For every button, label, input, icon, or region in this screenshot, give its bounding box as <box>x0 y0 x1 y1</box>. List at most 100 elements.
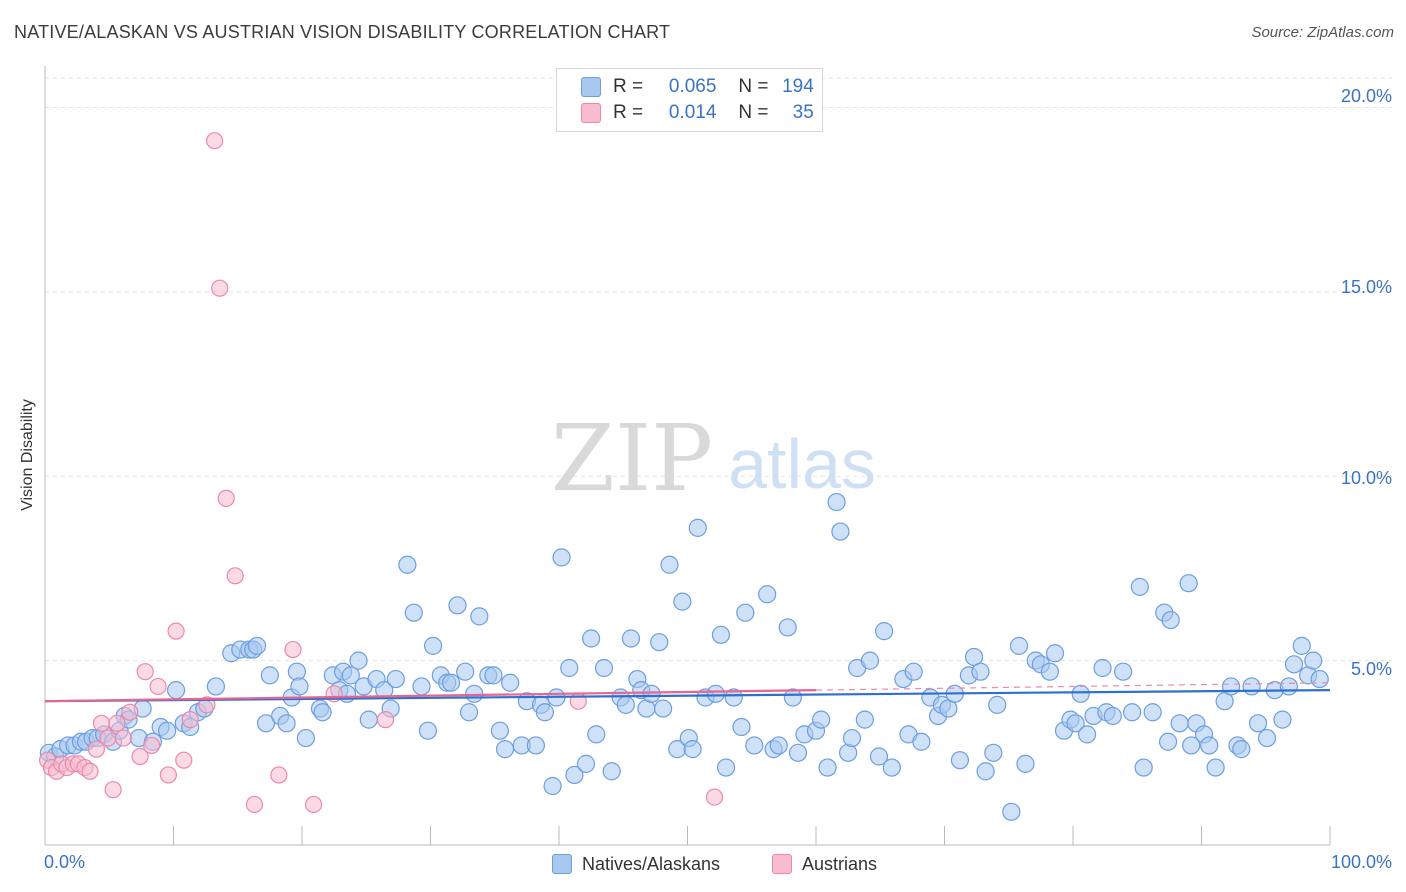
y-tick-label-15: 15.0% <box>1340 277 1392 297</box>
legend-row-austrians: R = 0.014 N = 35 <box>581 101 814 125</box>
point-natives <box>1009 636 1029 655</box>
point-natives <box>716 758 736 777</box>
point-austrians <box>226 567 244 585</box>
point-austrians <box>376 711 395 729</box>
data-points <box>38 132 1329 821</box>
point-natives <box>1002 802 1021 821</box>
point-natives <box>1200 736 1219 755</box>
point-natives <box>526 736 545 755</box>
bottom-legend-austrians: Austrians <box>772 852 877 876</box>
point-natives <box>206 677 226 696</box>
point-austrians <box>284 640 302 659</box>
point-natives <box>950 751 970 770</box>
point-natives <box>683 740 702 759</box>
point-austrians <box>181 711 199 729</box>
point-natives <box>831 522 850 541</box>
point-austrians <box>131 747 149 766</box>
point-natives <box>247 636 267 655</box>
point-natives <box>1161 610 1180 630</box>
point-natives <box>157 721 177 740</box>
point-natives <box>912 732 931 751</box>
point-natives <box>1066 714 1085 733</box>
point-natives <box>736 603 755 622</box>
point-natives <box>642 684 661 703</box>
point-natives <box>260 666 279 685</box>
point-natives <box>855 710 874 729</box>
point-austrians <box>167 622 185 640</box>
y-tick-label-10: 10.0% <box>1340 468 1392 488</box>
point-natives <box>1071 684 1090 703</box>
point-natives <box>706 684 725 703</box>
point-austrians <box>87 740 106 758</box>
point-austrians <box>121 703 139 721</box>
point-natives <box>501 673 520 692</box>
point-natives <box>465 684 484 703</box>
grid-lines <box>45 77 1392 662</box>
point-natives <box>1248 714 1268 733</box>
point-natives <box>495 740 515 759</box>
point-austrians <box>245 795 264 814</box>
point-austrians <box>136 663 154 681</box>
point-natives <box>484 666 503 685</box>
point-natives <box>650 633 669 652</box>
point-austrians <box>217 489 235 507</box>
point-natives <box>456 662 475 681</box>
point-austrians <box>159 766 177 784</box>
point-natives <box>1221 677 1241 696</box>
point-natives <box>1103 706 1122 726</box>
point-natives <box>971 662 990 681</box>
point-natives <box>621 629 641 648</box>
point-natives <box>1114 662 1133 681</box>
point-austrians <box>104 781 122 799</box>
point-natives <box>470 607 489 626</box>
point-austrians <box>206 132 224 150</box>
point-natives <box>1182 736 1201 755</box>
point-natives <box>359 710 378 729</box>
watermark: ZIP atlas <box>551 405 876 512</box>
point-natives <box>166 681 186 700</box>
point-natives <box>818 758 837 777</box>
point-natives <box>875 622 894 641</box>
point-natives <box>441 673 461 692</box>
point-natives <box>653 699 673 718</box>
point-natives <box>423 636 443 655</box>
point-austrians <box>304 795 323 814</box>
point-natives <box>1134 758 1153 777</box>
point-natives <box>673 592 692 611</box>
point-natives <box>860 651 880 670</box>
legend-r-value: 0.014 <box>668 102 717 123</box>
point-natives <box>256 714 276 733</box>
point-natives <box>1143 703 1162 722</box>
bottom-legend-swatch-natives <box>552 854 572 874</box>
point-natives <box>732 717 751 737</box>
point-natives <box>1045 644 1065 663</box>
point-natives <box>290 677 309 696</box>
legend-swatch-natives <box>581 77 601 97</box>
point-natives <box>398 555 417 574</box>
point-austrians <box>92 714 111 732</box>
watermark-atlas: atlas <box>728 425 876 503</box>
point-natives <box>341 666 360 685</box>
point-natives <box>277 714 296 733</box>
point-natives <box>1093 658 1112 678</box>
legend-n-label: N = <box>738 76 769 97</box>
point-natives <box>1292 636 1311 655</box>
point-natives <box>882 758 901 777</box>
point-natives <box>842 728 862 748</box>
point-natives <box>459 703 479 722</box>
point-austrians <box>211 279 229 297</box>
point-austrians <box>705 788 724 806</box>
point-natives <box>660 555 679 574</box>
point-natives <box>688 518 707 537</box>
point-natives <box>552 548 571 567</box>
point-natives <box>287 662 306 681</box>
point-natives <box>418 721 438 740</box>
point-natives <box>490 721 509 740</box>
point-natives <box>904 662 923 681</box>
legend-n-value: 194 <box>782 76 814 97</box>
y-tick-label-5: 5.0% <box>1350 659 1392 679</box>
correlation-legend: R = 0.065 N = 194 R = 0.014 N = 35 <box>556 68 823 132</box>
point-natives <box>976 762 995 781</box>
x-tick-label-max: 100.0% <box>1330 852 1392 872</box>
point-natives <box>1232 740 1251 759</box>
